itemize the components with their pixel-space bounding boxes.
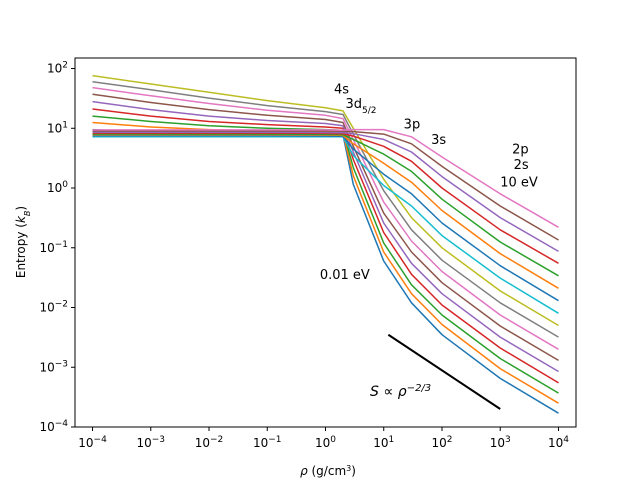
y-tick-label-2: 10−2: [39, 300, 68, 315]
series-line-13: [92, 133, 559, 277]
y-tick-label-0: 10−4: [39, 419, 68, 434]
annotation-001ev: 0.01 eV: [320, 268, 370, 283]
annotation-4s: 4s: [334, 83, 349, 98]
x-tick-label-2: 10−2: [195, 435, 224, 450]
x-tick-label-8: 104: [548, 435, 569, 450]
series-line-15: [92, 131, 559, 253]
annotation-2p: 2p: [512, 142, 529, 157]
x-axis: 10−4 10−3 10−2 10−1 100 101 102 103 104: [78, 427, 569, 450]
y-axis-title: Entropy (kB): [14, 206, 32, 278]
y-tick-label-3: 10−1: [39, 240, 68, 255]
x-tick-label-6: 102: [431, 435, 452, 450]
x-tick-label-0: 10−4: [78, 435, 107, 450]
series-line-17: [92, 128, 559, 228]
series-line-14: [92, 132, 559, 264]
y-tick-label-4: 100: [47, 180, 68, 195]
power-law-line: [387, 333, 501, 410]
series-line-16: [92, 130, 559, 241]
power-law-label: S ∝ ρ−2/3: [370, 383, 431, 401]
series-line-4: [92, 108, 559, 384]
y-tick-label-6: 102: [47, 61, 68, 76]
x-tick-label-7: 103: [490, 435, 511, 450]
series-line-9: [92, 74, 559, 327]
series-line-7: [92, 86, 559, 350]
series-line-11: [92, 134, 559, 302]
y-tick-label-1: 10−3: [39, 359, 68, 374]
x-tick-label-5: 101: [373, 435, 394, 450]
series-layer: [92, 74, 559, 414]
x-axis-title: ρ (g/cm3): [300, 464, 356, 479]
x-tick-label-4: 100: [315, 435, 336, 450]
annotation-3s: 3s: [431, 133, 446, 148]
x-tick-label-1: 10−3: [136, 435, 165, 450]
annotation-3p: 3p: [404, 117, 421, 132]
series-line-10: [92, 136, 559, 314]
annotation-3d52: 3d5/2: [345, 97, 376, 116]
y-tick-label-5: 101: [47, 120, 68, 135]
series-line-8: [92, 81, 559, 338]
y-axis: 10−4 10−3 10−2 10−1 100 101 102: [39, 61, 75, 434]
x-tick-label-3: 10−1: [253, 435, 282, 450]
annotation-10ev: 10 eV: [500, 176, 538, 191]
series-line-3: [92, 115, 559, 394]
annotation-2s: 2s: [514, 158, 529, 173]
